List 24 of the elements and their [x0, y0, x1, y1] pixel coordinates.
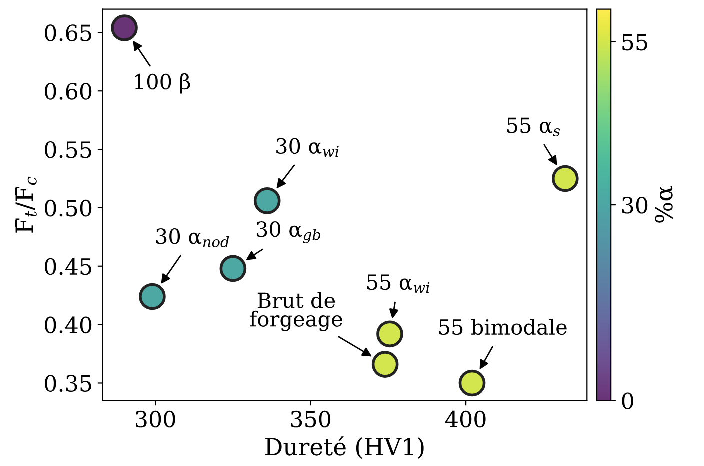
x-tick-label: 400: [446, 410, 486, 428]
y-tick-label: 0.60: [45, 83, 92, 100]
y-tick-label: 0.50: [45, 200, 92, 217]
y-tick-label: 0.65: [45, 24, 92, 42]
annotation: 100 β: [135, 73, 190, 94]
color-bar-label: 0: [622, 392, 634, 410]
color-bar-title: %α: [655, 186, 673, 223]
y-tick-label: 0.55: [45, 141, 92, 158]
color-bar-label: 30: [622, 196, 648, 214]
annotation: 30 α$_{gb}$: [256, 221, 321, 244]
x-tick-label: 300: [136, 410, 176, 428]
annotation: 55 bimodale: [439, 318, 567, 336]
y-tick-label: 0.45: [45, 258, 92, 276]
annotation: 30 α$_{nod}$: [156, 228, 230, 248]
annotation: 30 α$_{wi}$: [276, 138, 339, 158]
x-axis-title: Dureté (HV1): [266, 436, 424, 460]
annotation: Brut de forgeage: [250, 292, 342, 332]
color-bar-label: 55: [622, 34, 648, 51]
y-tick-label: 0.35: [45, 375, 92, 392]
y-axis-title: F̄$_{t}$/F̄$_{c}$: [15, 176, 37, 233]
x-tick-label: 350: [291, 410, 331, 428]
y-tick-label: 0.40: [45, 316, 92, 334]
annotation: 55 α$_{s}$: [508, 118, 560, 137]
annotation: 55 α$_{wi}$: [367, 274, 430, 294]
